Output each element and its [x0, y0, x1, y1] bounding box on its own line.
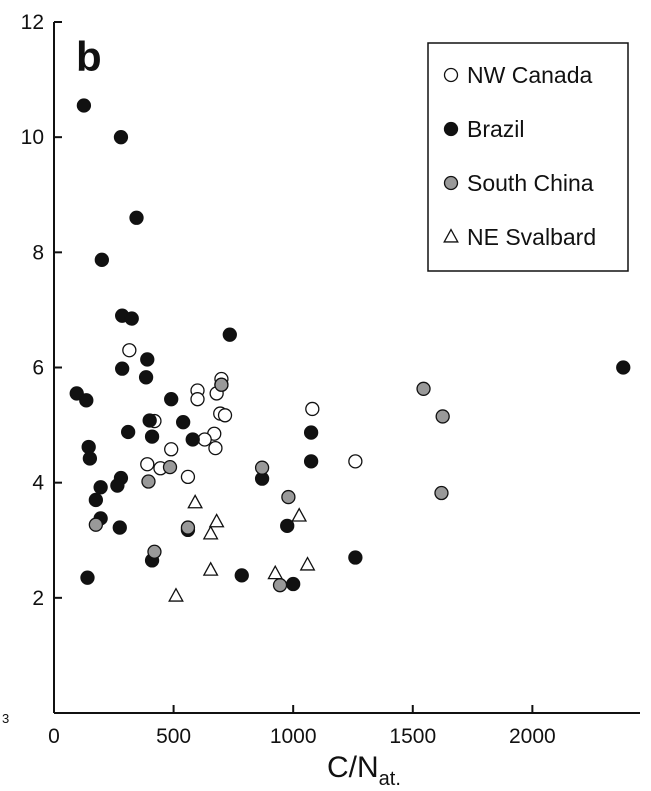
data-point	[208, 440, 223, 456]
y-tick-label: 6	[32, 357, 44, 380]
y-tick-label: 8	[32, 241, 44, 264]
data-point	[164, 392, 179, 407]
legend-marker	[443, 121, 459, 137]
data-point	[299, 556, 316, 571]
data-point	[141, 474, 156, 489]
data-point	[272, 578, 288, 593]
y-axis-ticks: 2 4 6 8 10 12	[21, 11, 62, 610]
data-point	[280, 518, 295, 534]
data-point	[616, 360, 631, 375]
data-point	[110, 478, 125, 493]
x-tick-label: 1000	[270, 725, 317, 748]
data-point	[185, 432, 200, 447]
series-brazil	[69, 98, 631, 592]
data-point	[267, 564, 284, 580]
data-point	[291, 507, 308, 522]
data-point	[217, 408, 233, 423]
panel-label: b	[76, 33, 102, 80]
data-point	[88, 517, 104, 532]
data-point	[94, 252, 109, 267]
legend: NW Canada Brazil South China NE Svalbard	[427, 42, 629, 272]
data-point	[140, 457, 155, 472]
data-points	[69, 98, 631, 602]
data-point	[286, 576, 301, 592]
data-point	[122, 343, 137, 358]
data-point	[214, 377, 229, 392]
y-tick-label: 12	[21, 11, 44, 34]
data-point	[113, 130, 129, 145]
data-point	[168, 587, 184, 602]
data-point	[176, 415, 191, 430]
data-point	[138, 370, 154, 385]
series-ne-svalbard	[168, 494, 316, 602]
x-tick-label: 1500	[389, 725, 436, 748]
data-point	[93, 480, 108, 495]
x-axis-label: C/Nat.	[327, 751, 401, 790]
data-point	[416, 381, 431, 396]
data-point	[254, 460, 270, 475]
y-tick-label: 2	[32, 587, 44, 610]
legend-marker	[443, 175, 459, 191]
data-point	[112, 520, 127, 535]
data-point	[202, 561, 219, 576]
data-point	[434, 485, 449, 501]
x-tick-label: 2000	[509, 725, 556, 748]
data-point	[208, 513, 225, 528]
x-axis-label-main: C/N	[327, 751, 379, 784]
data-point	[234, 568, 249, 583]
data-point	[144, 429, 160, 444]
data-point	[69, 386, 84, 401]
legend-marker	[443, 228, 459, 243]
data-point	[348, 550, 363, 565]
x-axis-ticks: 0 500 1000 1500 2000	[48, 705, 556, 748]
left-edge-fragment: 3	[2, 711, 9, 726]
data-point	[190, 392, 205, 407]
data-point	[79, 393, 94, 408]
x-tick-label: 0	[48, 725, 60, 748]
data-point	[115, 361, 130, 376]
data-point	[305, 401, 320, 417]
data-point	[180, 520, 196, 535]
data-point	[147, 544, 162, 559]
data-point	[303, 454, 319, 469]
legend-label: Brazil	[467, 116, 525, 142]
data-point	[162, 459, 178, 475]
legend-label: NE Svalbard	[467, 224, 596, 250]
y-tick-label: 10	[21, 126, 44, 149]
data-point	[187, 494, 204, 509]
data-point	[88, 492, 104, 508]
x-tick-label: 500	[156, 725, 191, 748]
data-point	[303, 425, 319, 440]
y-tick-label: 4	[32, 472, 44, 495]
data-point	[180, 469, 196, 485]
legend-box	[427, 42, 629, 272]
data-point	[142, 413, 157, 428]
series-nw-canada	[122, 343, 363, 485]
data-point	[164, 442, 179, 457]
data-point	[202, 525, 219, 540]
legend-marker	[443, 67, 459, 83]
data-point	[120, 424, 136, 440]
data-point	[76, 98, 92, 113]
data-point	[435, 409, 450, 424]
data-point	[124, 311, 139, 326]
legend-label: South China	[467, 170, 594, 196]
legend-label: NW Canada	[467, 62, 592, 88]
data-point	[82, 451, 98, 466]
data-point	[129, 210, 144, 225]
data-point	[348, 454, 363, 469]
x-axis-label-subscript: at.	[379, 768, 401, 790]
data-point	[197, 432, 212, 447]
data-point	[140, 352, 155, 367]
data-point	[80, 570, 95, 585]
series-south-china	[88, 377, 450, 593]
data-point	[222, 327, 237, 342]
data-point	[281, 489, 296, 505]
